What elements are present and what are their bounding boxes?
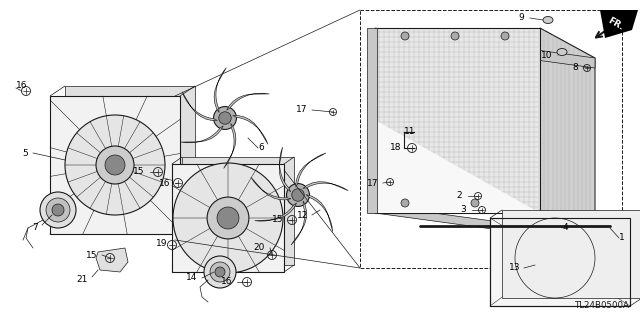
Bar xyxy=(182,157,294,265)
Polygon shape xyxy=(279,147,291,192)
Polygon shape xyxy=(182,92,218,121)
Circle shape xyxy=(451,32,459,40)
Bar xyxy=(375,28,540,213)
Bar xyxy=(50,96,180,234)
Polygon shape xyxy=(251,177,291,200)
Circle shape xyxy=(501,32,509,40)
Polygon shape xyxy=(296,153,326,187)
Polygon shape xyxy=(375,28,595,68)
Polygon shape xyxy=(375,120,540,213)
Text: 6: 6 xyxy=(258,144,264,152)
Bar xyxy=(360,10,622,268)
Text: 5: 5 xyxy=(22,149,28,158)
Text: 15: 15 xyxy=(86,250,97,259)
Text: 3: 3 xyxy=(460,205,466,214)
Bar xyxy=(65,86,195,224)
Polygon shape xyxy=(375,205,595,243)
Ellipse shape xyxy=(543,17,553,24)
Text: 9: 9 xyxy=(518,13,524,23)
Polygon shape xyxy=(180,126,223,143)
Text: 20: 20 xyxy=(253,243,265,253)
Text: 14: 14 xyxy=(186,273,197,283)
Ellipse shape xyxy=(557,48,567,56)
Bar xyxy=(490,218,630,306)
Circle shape xyxy=(96,146,134,184)
Text: 17: 17 xyxy=(367,179,378,188)
Bar xyxy=(367,28,377,213)
Text: 18: 18 xyxy=(390,144,401,152)
Circle shape xyxy=(292,189,304,201)
Polygon shape xyxy=(255,203,296,221)
Polygon shape xyxy=(227,93,269,110)
Circle shape xyxy=(173,163,283,273)
Circle shape xyxy=(217,207,239,229)
Text: 15: 15 xyxy=(271,216,283,225)
Circle shape xyxy=(207,197,249,239)
Bar xyxy=(502,210,640,298)
Circle shape xyxy=(471,199,479,207)
Text: 21: 21 xyxy=(77,276,88,285)
Text: 13: 13 xyxy=(509,263,520,272)
Circle shape xyxy=(548,251,562,265)
Text: 7: 7 xyxy=(32,224,38,233)
Text: 1: 1 xyxy=(619,234,625,242)
Text: 19: 19 xyxy=(156,239,167,248)
Polygon shape xyxy=(303,182,348,191)
Bar xyxy=(490,218,630,306)
Circle shape xyxy=(204,256,236,288)
Polygon shape xyxy=(96,248,128,272)
Text: TL24B0500A: TL24B0500A xyxy=(575,301,630,310)
Circle shape xyxy=(401,199,409,207)
Circle shape xyxy=(210,262,230,282)
Circle shape xyxy=(219,112,231,124)
Text: 8: 8 xyxy=(572,63,578,71)
Circle shape xyxy=(215,267,225,277)
Text: FR.: FR. xyxy=(606,16,625,32)
Polygon shape xyxy=(540,28,595,243)
Polygon shape xyxy=(232,115,268,145)
Text: 12: 12 xyxy=(296,211,308,220)
Text: 10: 10 xyxy=(541,50,552,60)
Circle shape xyxy=(287,183,310,206)
Circle shape xyxy=(401,32,409,40)
Circle shape xyxy=(105,155,125,175)
Circle shape xyxy=(214,107,236,130)
Bar xyxy=(172,164,284,272)
Text: 16: 16 xyxy=(159,179,170,188)
Polygon shape xyxy=(223,123,236,168)
Polygon shape xyxy=(600,10,638,38)
Circle shape xyxy=(40,192,76,228)
Text: 15: 15 xyxy=(132,167,144,176)
Text: 4: 4 xyxy=(563,224,568,233)
Circle shape xyxy=(52,204,64,216)
Polygon shape xyxy=(291,201,307,245)
Polygon shape xyxy=(214,68,227,113)
Circle shape xyxy=(46,198,70,222)
Circle shape xyxy=(65,115,165,215)
Text: 16: 16 xyxy=(221,278,232,286)
Text: 11: 11 xyxy=(404,128,415,137)
Text: 2: 2 xyxy=(456,191,462,201)
Polygon shape xyxy=(306,195,333,232)
Text: 17: 17 xyxy=(296,106,307,115)
Text: 16: 16 xyxy=(16,80,28,90)
